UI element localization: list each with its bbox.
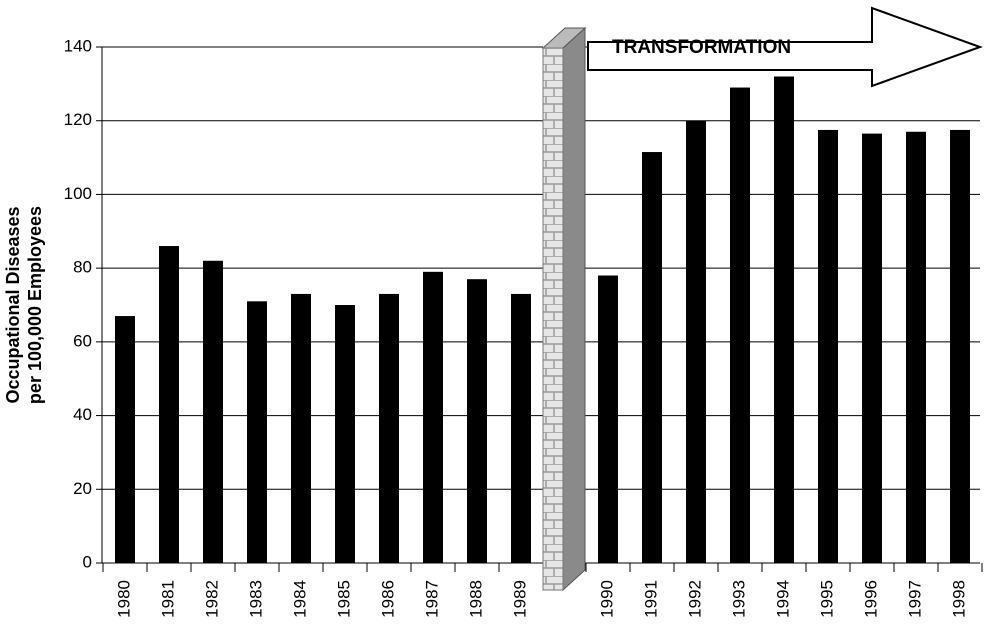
x-tick-label: 1987 — [422, 580, 441, 618]
bar — [818, 129, 838, 563]
bar — [862, 133, 882, 563]
bar — [906, 131, 926, 563]
y-tick-label: 0 — [83, 552, 92, 571]
y-tick-label: 140 — [64, 36, 92, 55]
x-tick-label: 1995 — [817, 580, 836, 618]
x-tick-label: 1990 — [597, 580, 616, 618]
bar — [379, 293, 399, 563]
y-tick-label: 40 — [73, 405, 92, 424]
bar — [511, 293, 531, 563]
bar — [686, 120, 706, 563]
bar — [774, 76, 794, 563]
bar — [115, 316, 135, 563]
bar — [598, 275, 618, 563]
x-tick-label: 1984 — [290, 580, 309, 618]
x-tick-label: 1980 — [114, 580, 133, 618]
bar — [159, 246, 179, 563]
bar — [642, 152, 662, 564]
x-tick-label: 1981 — [158, 580, 177, 618]
y-tick-label: 80 — [73, 258, 92, 277]
arrow — [587, 6, 983, 88]
x-tick-label: 1989 — [510, 580, 529, 618]
y-tick-label: 100 — [64, 184, 92, 203]
x-tick-label: 1991 — [641, 580, 660, 618]
x-tick-label: 1988 — [466, 580, 485, 618]
bar — [291, 293, 311, 563]
bar — [203, 260, 223, 563]
y-axis-label: Occupational Diseases — [3, 206, 23, 403]
wall — [541, 26, 587, 592]
bar — [247, 301, 267, 563]
annotation: TRANSFORMATION — [612, 37, 791, 58]
x-tick-label: 1985 — [334, 580, 353, 618]
x-tick-label: 1994 — [773, 580, 792, 618]
x-tick-label: 1982 — [202, 580, 221, 618]
bar — [950, 129, 970, 563]
x-tick-label: 1998 — [949, 580, 968, 618]
y-tick-label: 20 — [73, 479, 92, 498]
x-tick-label: 1997 — [905, 580, 924, 618]
x-tick-label: 1986 — [378, 580, 397, 618]
bar — [335, 305, 355, 563]
x-tick-label: 1993 — [729, 580, 748, 618]
bar — [467, 279, 487, 563]
bar — [730, 87, 750, 564]
y-tick-label: 120 — [64, 110, 92, 129]
x-tick-label: 1996 — [861, 580, 880, 618]
y-axis-label: per 100,000 Employees — [25, 206, 45, 404]
bar — [423, 271, 443, 563]
x-tick-label: 1983 — [246, 580, 265, 618]
x-tick-label: 1992 — [685, 580, 704, 618]
y-tick-label: 60 — [73, 331, 92, 350]
